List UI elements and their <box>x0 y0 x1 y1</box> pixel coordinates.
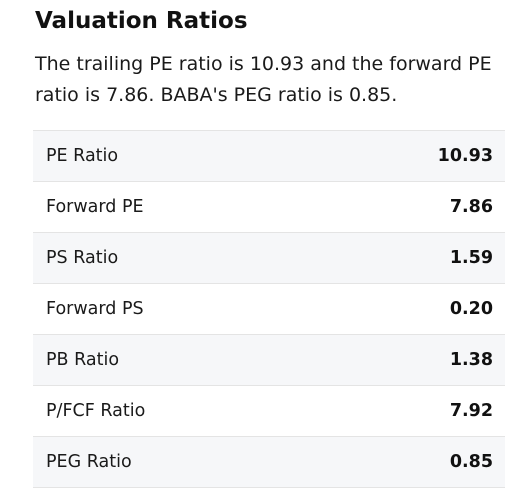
table-row-ps-ratio: PS Ratio 1.59 <box>33 233 505 284</box>
row-value: 0.85 <box>449 452 493 472</box>
row-label: Forward PS <box>46 299 144 319</box>
row-value: 1.38 <box>449 350 493 370</box>
row-label: PE Ratio <box>46 146 119 166</box>
row-label: PB Ratio <box>46 350 120 370</box>
table-row-forward-pe: Forward PE 7.86 <box>33 182 505 233</box>
row-value: 1.59 <box>449 248 493 268</box>
row-label: PEG Ratio <box>46 452 132 472</box>
ratios-table: PE Ratio 10.93 Forward PE 7.86 PS Ratio … <box>33 130 505 488</box>
row-value: 0.20 <box>449 299 493 319</box>
row-label: PS Ratio <box>46 248 119 268</box>
table-row-peg-ratio: PEG Ratio 0.85 <box>33 437 505 488</box>
table-row-pfcf-ratio: P/FCF Ratio 7.92 <box>33 386 505 437</box>
section-summary: The trailing PE ratio is 10.93 and the f… <box>35 53 492 106</box>
row-value: 7.92 <box>449 401 493 421</box>
row-label: P/FCF Ratio <box>46 401 146 421</box>
row-label: Forward PE <box>46 197 144 217</box>
row-value: 10.93 <box>437 146 493 166</box>
table-row-pe-ratio: PE Ratio 10.93 <box>33 131 505 182</box>
row-value: 7.86 <box>449 197 493 217</box>
table-row-pb-ratio: PB Ratio 1.38 <box>33 335 505 386</box>
section-title: Valuation Ratios <box>35 8 248 34</box>
table-row-forward-ps: Forward PS 0.20 <box>33 284 505 335</box>
